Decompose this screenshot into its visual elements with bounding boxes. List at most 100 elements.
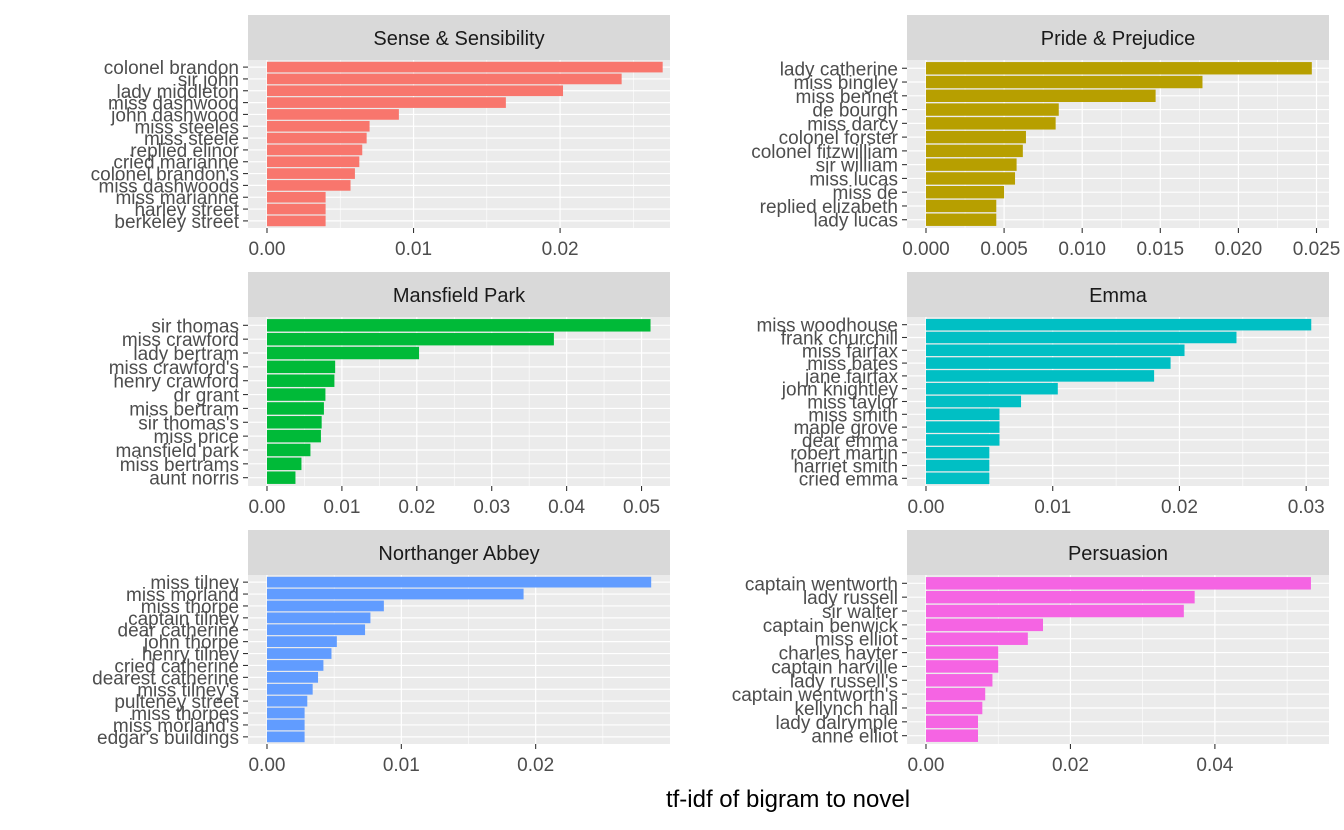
bar	[925, 660, 999, 673]
bar	[925, 421, 1000, 433]
y-tick-label: lady catherine	[780, 59, 898, 80]
facet-strip	[907, 530, 1329, 575]
bar	[925, 213, 997, 226]
bar	[266, 332, 554, 346]
x-tick-label: 0.020	[1215, 239, 1263, 260]
bar	[925, 331, 1237, 344]
y-tick-label: miss bennet	[796, 87, 899, 108]
bar	[925, 370, 1155, 382]
bar	[266, 671, 319, 683]
y-tick-label: miss steeles	[134, 117, 239, 138]
y-tick-label: miss de	[833, 183, 898, 204]
bar	[925, 395, 1022, 408]
y-tick-label: miss thorpe	[141, 597, 239, 618]
bar	[925, 117, 1056, 130]
bar	[925, 103, 1059, 116]
y-tick-label: aunt norris	[149, 469, 239, 490]
bar	[925, 674, 993, 687]
y-tick-label: harriet smith	[793, 457, 898, 478]
bar	[925, 701, 983, 715]
y-tick-label: john dashwood	[110, 105, 239, 126]
bar	[925, 434, 1000, 446]
x-tick-label: 0.04	[1196, 755, 1233, 776]
x-tick-label: 0.05	[623, 497, 660, 518]
x-tick-label: 0.00	[248, 497, 285, 518]
x-tick-label: 0.03	[473, 497, 510, 518]
bar	[266, 388, 326, 401]
y-tick-label: miss crawford's	[109, 358, 239, 379]
bar	[266, 319, 651, 332]
bar	[266, 374, 335, 387]
bar	[266, 215, 326, 227]
y-tick-label: miss morland	[126, 585, 239, 606]
bar	[925, 459, 990, 472]
y-tick-label: miss price	[153, 427, 239, 448]
y-tick-label: captain harville	[771, 657, 898, 678]
bar	[925, 646, 999, 659]
y-tick-label: miss lucas	[809, 169, 898, 190]
y-tick-label: miss darcy	[807, 114, 898, 135]
y-tick-label: captain tilney	[128, 609, 239, 630]
y-tick-label: miss fairfax	[802, 341, 899, 362]
bar	[925, 89, 1156, 102]
bar	[266, 695, 308, 707]
y-tick-label: robert martin	[790, 444, 898, 465]
facet-strip	[248, 530, 670, 575]
bar	[925, 590, 1195, 604]
y-tick-label: miss woodhouse	[756, 316, 898, 337]
bar	[925, 344, 1185, 357]
bar	[925, 62, 1312, 75]
bar	[925, 199, 997, 213]
y-tick-label: miss crawford	[122, 330, 239, 351]
y-tick-label: cried emma	[799, 469, 899, 490]
y-tick-label: dear emma	[802, 431, 899, 452]
x-tick-label: 0.015	[1137, 239, 1185, 260]
facet-title: Northanger Abbey	[378, 543, 539, 565]
bar	[925, 357, 1171, 369]
bar	[925, 604, 1184, 618]
bar	[925, 729, 978, 742]
bar	[925, 158, 1017, 171]
facet-title: Persuasion	[1068, 543, 1168, 565]
y-tick-label: captain wentworth's	[732, 685, 898, 706]
bar	[266, 457, 302, 471]
x-tick-label: 0.01	[383, 755, 420, 776]
bar	[266, 191, 326, 203]
bar	[925, 687, 986, 701]
y-tick-label: miss bertram	[129, 399, 239, 420]
y-tick-label: lady russell	[803, 588, 898, 609]
panel-background	[248, 575, 670, 744]
y-tick-label: kellynch hall	[795, 699, 899, 720]
x-tick-label: 0.00	[248, 755, 285, 776]
y-tick-label: jane fairfax	[804, 367, 898, 388]
y-tick-label: sir william	[816, 156, 898, 177]
bar	[266, 624, 366, 636]
bar	[266, 360, 336, 374]
y-tick-label: mansfield park	[115, 441, 239, 462]
facet-strip	[248, 15, 670, 60]
y-tick-label: berkeley street	[114, 212, 239, 233]
bar	[266, 109, 399, 120]
bar	[266, 707, 305, 719]
bar	[925, 408, 1000, 421]
y-tick-label: miss dashwood	[108, 94, 239, 115]
bar	[925, 715, 978, 729]
y-tick-label: henry tilney	[142, 645, 240, 666]
bar	[266, 180, 351, 191]
y-tick-label: lady russell's	[790, 671, 898, 692]
bar	[925, 130, 1026, 144]
x-tick-label: 0.005	[980, 239, 1028, 260]
x-tick-label: 0.010	[1058, 239, 1106, 260]
y-tick-label: miss bertrams	[120, 455, 239, 476]
y-tick-label: edgar's buildings	[97, 728, 239, 749]
y-tick-label: lady bertram	[133, 344, 239, 365]
bar	[925, 186, 1005, 199]
y-tick-label: captain wentworth	[745, 574, 898, 595]
bar	[266, 443, 311, 457]
facet-title: Emma	[1089, 285, 1148, 307]
facet-strip	[907, 15, 1329, 60]
